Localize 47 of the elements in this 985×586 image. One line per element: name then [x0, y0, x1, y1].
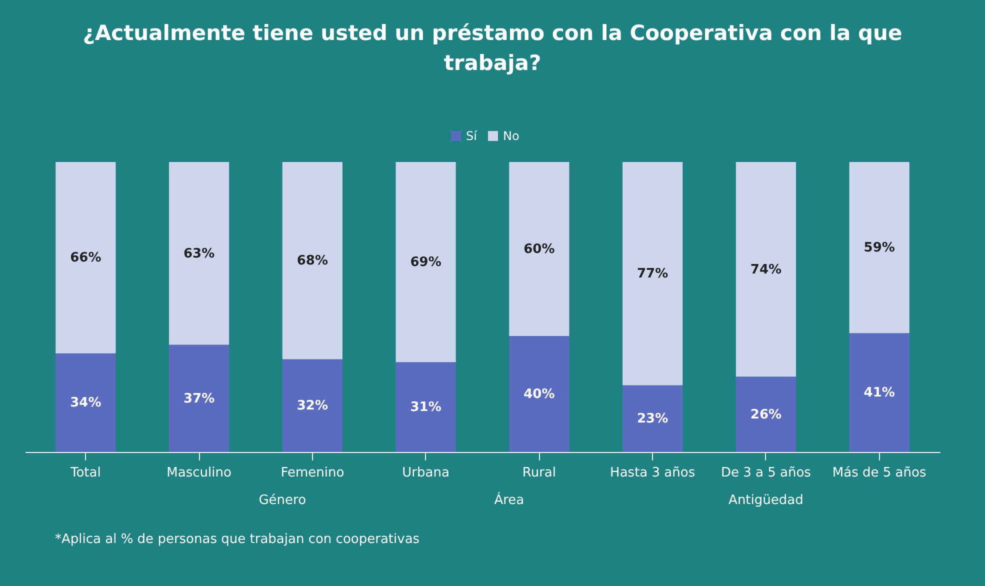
data-label: 66% [70, 250, 102, 266]
data-label: 34% [70, 396, 102, 411]
bar [168, 162, 230, 345]
bar [56, 162, 116, 354]
bar [736, 376, 796, 452]
bar [736, 162, 796, 377]
x-tick-label: Urbana [402, 466, 450, 480]
text: Género [258, 493, 306, 508]
bar [396, 162, 456, 362]
data-label: 59% [864, 240, 895, 256]
bar [849, 162, 910, 334]
bar [56, 353, 116, 452]
x-tick-label: Más de 5 años [832, 466, 926, 480]
text: *Aplica al % de personas que trabajan con cooperativas [55, 532, 421, 547]
bar [282, 359, 342, 452]
data-label: 41% [864, 386, 895, 401]
bar [509, 336, 570, 452]
data-label: 68% [296, 254, 328, 269]
data-label: 63% [183, 246, 215, 262]
x-tick-label: De 3 a 5 años [720, 466, 812, 480]
x-tick-label: Rural [522, 466, 556, 480]
data-label: 26% [750, 407, 782, 422]
data-label: 77% [637, 266, 668, 282]
bar [396, 362, 456, 452]
data-label: 40% [524, 387, 555, 402]
x-tick-label: Hasta 3 años [610, 466, 696, 480]
bar [509, 162, 570, 336]
data-label: 37% [183, 391, 215, 406]
bar [622, 385, 683, 452]
data-label: 69% [410, 255, 442, 270]
bar [849, 333, 910, 452]
bar [622, 162, 683, 386]
bar [168, 344, 230, 452]
bar [282, 162, 342, 360]
chart-title: ¿Actualmente tiene usted un préstamo con la Cooperativa con la que trabaja? [82, 20, 904, 77]
data-label: 74% [750, 262, 782, 278]
x-tick-label: Total [69, 466, 101, 480]
x-tick-label: Femenino [280, 466, 344, 480]
x-tick-label: Masculino [166, 466, 232, 480]
text: Antigüedad [728, 493, 804, 508]
legend-label: No [503, 129, 520, 143]
data-label: 31% [410, 400, 442, 416]
legend-label: Sí [466, 129, 478, 143]
data-label: 23% [637, 412, 668, 427]
data-label: 60% [524, 242, 555, 257]
data-label: 32% [296, 398, 328, 414]
text: Área [494, 491, 524, 508]
